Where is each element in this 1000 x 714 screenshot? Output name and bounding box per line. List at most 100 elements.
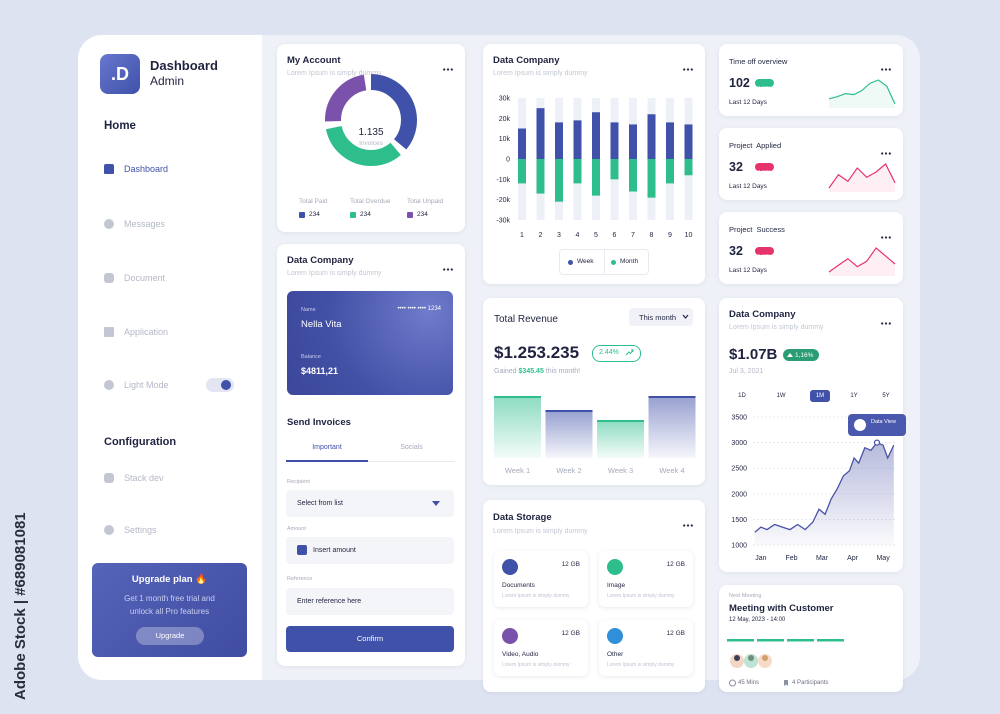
nav-item[interactable]: Stack dev	[124, 473, 164, 483]
bar	[684, 159, 693, 176]
bar	[629, 124, 637, 159]
dot	[683, 68, 686, 71]
dots-icon	[881, 236, 891, 239]
range-button[interactable]: 1W	[776, 393, 786, 399]
bar-chart: 30k 20k 10k 0 -10k -20k -30k 1 2 3 4 5 6 7 8 9 10	[496, 96, 693, 239]
dot	[881, 152, 884, 155]
tile-text: Lorem Ipsum is simply dummy	[502, 662, 570, 668]
logo[interactable]	[100, 54, 140, 94]
storage-tile[interactable]: 12 GB Video, Audio Lorem Ipsum is simply d…	[494, 620, 588, 676]
y-tick-label: 10k	[499, 136, 511, 143]
bar	[573, 159, 582, 184]
storage-tile[interactable]: 12 GB Documents Lorem Ipsum is simply dumm…	[494, 551, 588, 607]
range-button[interactable]: 1D	[738, 393, 746, 399]
tile-size: 12 GB	[666, 561, 685, 568]
revenue-card: Week 1 Week 2 Week 3 Week 4 Total Revenue T…	[483, 298, 705, 485]
watermark: Adobe Stock | #689081081	[12, 512, 29, 700]
dropdown-arrow	[432, 501, 440, 506]
nav-item[interactable]: Messages	[124, 219, 166, 229]
range-button[interactable]: 5Y	[882, 393, 890, 399]
donut-segment	[325, 74, 417, 166]
upgrade-button[interactable]: Upgrade	[136, 627, 204, 645]
nav-icon	[104, 473, 114, 483]
tile-name: Video, Audio	[502, 651, 539, 658]
bar	[647, 159, 656, 198]
card-subtitle: Lorem Ipsum is simply dummy	[493, 70, 588, 77]
bar	[610, 122, 619, 159]
upgrade-box: Upgrade plan 🔥 Get 1 month free trial an…	[92, 563, 247, 657]
bar	[647, 114, 656, 159]
y-tick-label: 1000	[731, 543, 747, 550]
card-title: Data Company	[729, 309, 796, 320]
revenue-bar-cap	[648, 396, 696, 398]
menu-dots	[881, 58, 891, 76]
tab[interactable]: Socials	[400, 444, 423, 451]
revenue-bar	[648, 396, 696, 458]
chart-date: Jul 3, 2021	[729, 368, 764, 375]
revenue-bar-cap	[545, 410, 593, 412]
chevron	[682, 314, 689, 319]
storage-tile[interactable]: 12 GB Image Lorem Ipsum is simply dummy	[599, 551, 693, 607]
tile-size: 12 GB	[666, 630, 685, 637]
select-field[interactable]	[286, 490, 454, 517]
card-name: Nella Vita	[301, 319, 342, 330]
menu-dots[interactable]	[683, 58, 693, 76]
up-arrow	[787, 353, 793, 357]
bank-card: Name Nella Vita •••• •••• •••• 1234 Bala…	[287, 291, 453, 395]
currency-icon	[297, 545, 307, 555]
meeting-participants: 4 Participants	[792, 680, 829, 686]
tile-icon	[607, 628, 623, 644]
card-subtitle: Lorem Ipsum is simply dummy	[287, 270, 382, 277]
menu-dots[interactable]	[683, 514, 693, 532]
nav-item[interactable]: Settings	[124, 525, 157, 535]
nav-icon	[104, 525, 114, 535]
range-button[interactable]: 1Y	[850, 393, 858, 399]
dot	[686, 524, 690, 527]
menu-dots[interactable]	[443, 258, 453, 276]
tab[interactable]: Important	[312, 444, 342, 451]
donut-label: Invoices	[359, 140, 383, 147]
toggle-knob	[221, 380, 231, 390]
legend-label: Week	[577, 258, 594, 265]
input-field[interactable]	[286, 588, 454, 615]
nav-item[interactable]: Application	[124, 327, 169, 337]
toggle[interactable]	[206, 378, 234, 392]
nav-item[interactable]: Document	[124, 273, 166, 283]
stat-title: Time off overview	[729, 57, 788, 66]
revenue-bar	[494, 396, 541, 458]
nav-item[interactable]: Dashboard	[124, 164, 169, 174]
x-tick-label: 7	[631, 232, 635, 239]
menu-dots	[881, 142, 891, 160]
field-label: Amount	[287, 526, 306, 532]
field-label: Reference	[287, 576, 313, 582]
x-tick-label: 5	[594, 232, 598, 239]
nav-item[interactable]: Light Mode	[124, 380, 169, 390]
change-text: 1,16%	[795, 351, 814, 359]
dot	[450, 268, 453, 271]
legend-swatch	[350, 212, 356, 218]
confirm-button[interactable]: Confirm	[286, 626, 454, 652]
card-title: My Account	[287, 55, 341, 66]
app-title: Dashboard	[150, 58, 218, 73]
menu-dots[interactable]	[443, 58, 453, 76]
input-field[interactable]	[286, 537, 454, 564]
dot	[888, 68, 891, 71]
range-button[interactable]: 1M	[810, 390, 830, 402]
gained-label: Gained	[494, 368, 517, 375]
meeting-date: 12 May, 2023 - 14:00	[729, 617, 786, 623]
meeting-title: Meeting with Customer	[729, 603, 834, 614]
x-tick-label: 2	[539, 232, 543, 239]
menu-dots[interactable]	[881, 312, 891, 330]
sparkline-area	[829, 80, 895, 108]
wallet-card: Data Company Lorem Ipsum is simply dummy…	[277, 244, 465, 666]
period-select[interactable]	[629, 308, 693, 326]
tile-name: Image	[607, 582, 626, 589]
chart-value: $1.07B	[729, 346, 778, 363]
y-tick-label: -20k	[496, 197, 510, 204]
stat-card: Project Success 32 1.16% Last 12 Days	[719, 212, 903, 284]
storage-tile[interactable]: 12 GB Other Lorem Ipsum is simply dummy	[599, 620, 693, 676]
x-tick-label: 3	[557, 232, 561, 239]
y-tick-label: 2000	[731, 491, 747, 498]
sparkline-area	[829, 248, 895, 276]
y-tick-label: 3500	[731, 415, 747, 422]
